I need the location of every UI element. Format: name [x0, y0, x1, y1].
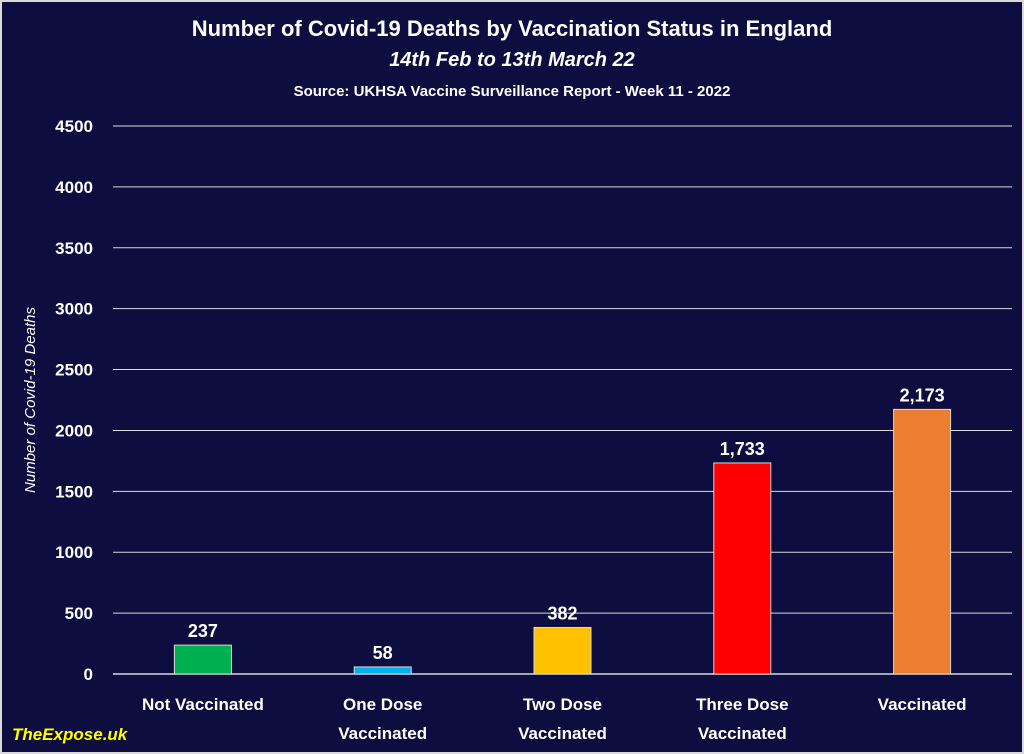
data-label: 2,173 — [900, 385, 945, 405]
x-category-label: Vaccinated — [518, 724, 607, 743]
bar — [173, 644, 232, 675]
x-category-label: Two Dose — [523, 695, 602, 714]
chart-subtitle: 14th Feb to 13th March 22 — [389, 49, 635, 71]
y-tick-label: 4000 — [55, 178, 93, 197]
x-category-label: One Dose — [343, 695, 422, 714]
data-label: 382 — [547, 603, 577, 623]
x-category-label: Three Dose — [696, 695, 789, 714]
y-axis-label: Number of Covid-19 Deaths — [22, 307, 39, 493]
y-tick-label: 3500 — [55, 239, 93, 258]
bar — [353, 666, 412, 675]
chart-source: Source: UKHSA Vaccine Surveillance Repor… — [294, 83, 731, 100]
x-axis-categories: Not Vaccinated One Dose Vaccinated Two Dose… — [142, 695, 967, 743]
bars — [173, 408, 952, 675]
y-tick-label: 3000 — [55, 300, 93, 319]
y-tick-label: 500 — [65, 604, 93, 623]
bar — [893, 408, 952, 675]
y-tick-label: 0 — [84, 665, 93, 684]
y-tick-label: 1000 — [55, 543, 93, 562]
chart-title: Number of Covid-19 Deaths by Vaccination… — [192, 16, 833, 41]
y-tick-label: 4500 — [55, 117, 93, 136]
data-label: 58 — [373, 643, 393, 663]
y-axis-ticks: 0 500 1000 1500 2000 2500 3000 3500 4000 4500 — [55, 117, 93, 684]
data-label: 237 — [188, 621, 218, 641]
gridlines — [113, 125, 1012, 675]
x-category-label: Vaccinated — [338, 724, 427, 743]
y-tick-label: 2500 — [55, 361, 93, 380]
bar — [533, 626, 592, 675]
x-category-label: Vaccinated — [878, 695, 967, 714]
data-labels: 237 58 382 1,733 2,173 — [188, 385, 945, 663]
y-tick-label: 2000 — [55, 421, 93, 440]
watermark: TheExpose.uk — [12, 725, 129, 744]
bar — [713, 462, 772, 675]
x-category-label: Not Vaccinated — [142, 695, 264, 714]
data-label: 1,733 — [720, 439, 765, 459]
x-category-label: Vaccinated — [698, 724, 787, 743]
y-tick-label: 1500 — [55, 482, 93, 501]
